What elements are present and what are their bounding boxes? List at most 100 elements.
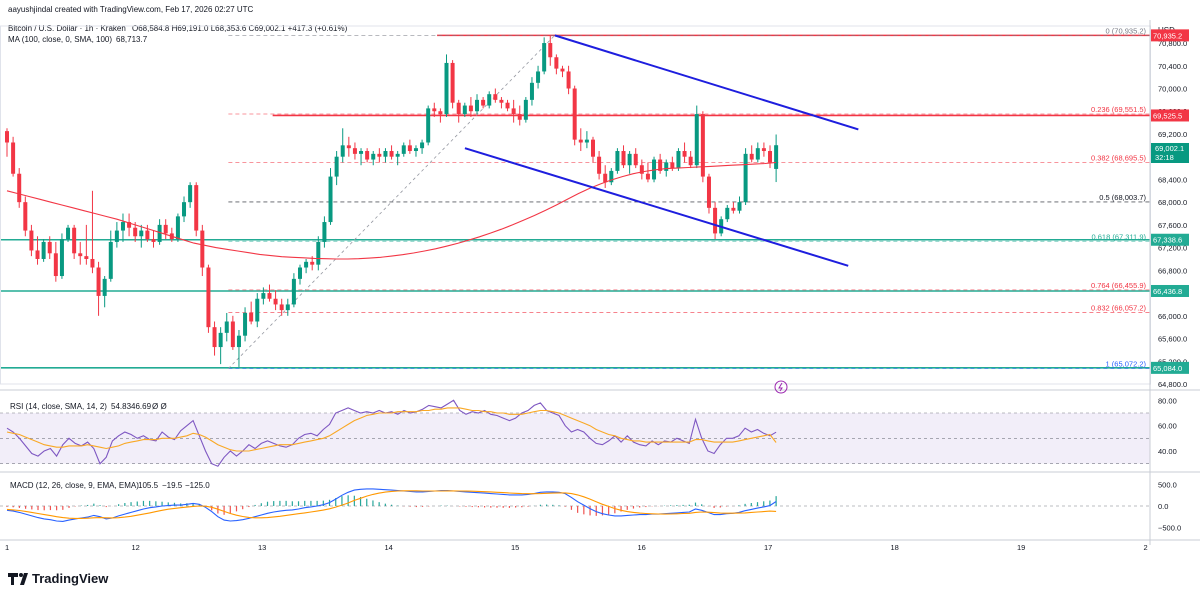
ma-legend: MA (100, close, 0, SMA, 100) (8, 35, 112, 44)
horizontal-level-label: 67,338.6 (1153, 236, 1182, 245)
candle-body (627, 153, 632, 166)
candle-body (310, 261, 315, 265)
candle-body (529, 82, 534, 100)
candle-body (456, 102, 461, 115)
candle-body (493, 94, 498, 100)
price-pane[interactable]: 0 (70,935.2) 0.236 (69,551.5) 0.382 (68,69… (0, 26, 1150, 369)
price-tick-label: 70,800.0 (1158, 39, 1187, 48)
channel-trend-line (464, 147, 849, 267)
candle-body (175, 216, 180, 240)
ma100-line (6, 161, 777, 260)
price-tick-label: 70,400.0 (1158, 62, 1187, 71)
candle-body (755, 148, 760, 160)
candle-body (444, 62, 449, 115)
rsi-pane[interactable] (0, 399, 1150, 467)
fib-level-label: 0.236 (69,551.5) (1091, 105, 1147, 114)
candle-body (737, 202, 742, 211)
candle-body (328, 176, 333, 223)
candle-body (236, 335, 241, 348)
candle-body (151, 239, 156, 242)
candle-body (53, 253, 58, 277)
candle-body (163, 224, 168, 234)
fib-level-label: 1 (65,072.2) (1106, 360, 1147, 369)
candle-body (139, 230, 144, 237)
horizontal-level-label: 65,084.0 (1153, 364, 1182, 373)
macd-pane[interactable] (0, 488, 1150, 522)
candle-body (78, 253, 83, 257)
horizontal-level-label: 69,525.5 (1153, 111, 1182, 120)
time-tick-label: 2 (1144, 543, 1148, 552)
horizontal-level-label: 70,935.2 (1153, 31, 1182, 40)
candle-body (389, 151, 394, 157)
candle-body (603, 173, 608, 183)
rsi-legend-extra: Ø Ø (152, 402, 167, 411)
candle-body (316, 241, 321, 265)
candle-body (243, 312, 248, 336)
candle-body (597, 156, 602, 174)
candle-body (218, 332, 223, 348)
fib-level-label: 0.832 (66,057.2) (1091, 304, 1147, 313)
candle-body (761, 148, 766, 152)
fib-level-label: 0.5 (68,003.7) (1099, 193, 1146, 202)
candle-body (450, 62, 455, 103)
candle-body (304, 261, 309, 268)
candle-body (224, 321, 229, 333)
candle-body (194, 185, 199, 231)
time-tick-label: 12 (132, 543, 140, 552)
current-price-tag (1151, 143, 1189, 163)
candle-body (261, 293, 266, 299)
candle-body (157, 224, 162, 242)
candle-body (291, 278, 296, 305)
candle-body (664, 162, 669, 171)
candle-body (725, 207, 730, 220)
candle-body (438, 111, 443, 115)
candle-body (365, 151, 370, 160)
hist-legend-value: −125.0 (185, 481, 210, 490)
candle-body (47, 241, 52, 254)
time-tick-label: 1 (5, 543, 9, 552)
rsi-tick-label: 40.00 (1158, 447, 1177, 456)
channel-trend-line (554, 34, 859, 131)
candle-body (108, 241, 113, 279)
candle-body (255, 298, 260, 322)
price-tick-label: 68,400.0 (1158, 175, 1187, 184)
candle-body (468, 105, 473, 112)
price-tick-label: 66,800.0 (1158, 266, 1187, 275)
candle-body (694, 114, 699, 166)
candle-body (615, 151, 620, 171)
macd-series-line (6, 488, 777, 522)
candle-body (206, 267, 211, 328)
macd-legend: MACD (12, 26, close, 9, EMA, EMA) (10, 481, 139, 490)
candle-body (285, 304, 290, 311)
candle-body (297, 267, 302, 279)
price-tick-label: 70,000.0 (1158, 85, 1187, 94)
lightning-icon[interactable] (774, 380, 788, 394)
macd-tick-label: −500.0 (1158, 523, 1181, 532)
horizontal-level-tag (1151, 233, 1189, 246)
candle-body (432, 108, 437, 112)
price-tick-label: 67,200.0 (1158, 244, 1187, 253)
candle-body (29, 230, 34, 251)
candle-body (41, 241, 46, 259)
candle-body (499, 99, 504, 103)
candle-body (420, 142, 425, 149)
candle-body (682, 151, 687, 157)
horizontal-level-tag (1151, 29, 1189, 42)
macd-tick-label: 500.0 (1158, 481, 1177, 490)
candle-body (377, 153, 382, 157)
candle-body (749, 153, 754, 160)
candle-body (182, 202, 187, 217)
candle-body (96, 267, 101, 296)
candle-body (66, 227, 71, 240)
price-tick-label: 65,600.0 (1158, 335, 1187, 344)
candle-body (249, 312, 254, 322)
candle-body (200, 230, 205, 268)
time-tick-label: 18 (891, 543, 899, 552)
price-pane-frame (0, 25, 1151, 385)
candle-body (676, 151, 681, 169)
candle-body (407, 145, 412, 152)
candle-body (84, 256, 89, 259)
rsi-legend: RSI (14, close, SMA, 14, 2) (10, 402, 107, 411)
candle-body (114, 230, 119, 242)
